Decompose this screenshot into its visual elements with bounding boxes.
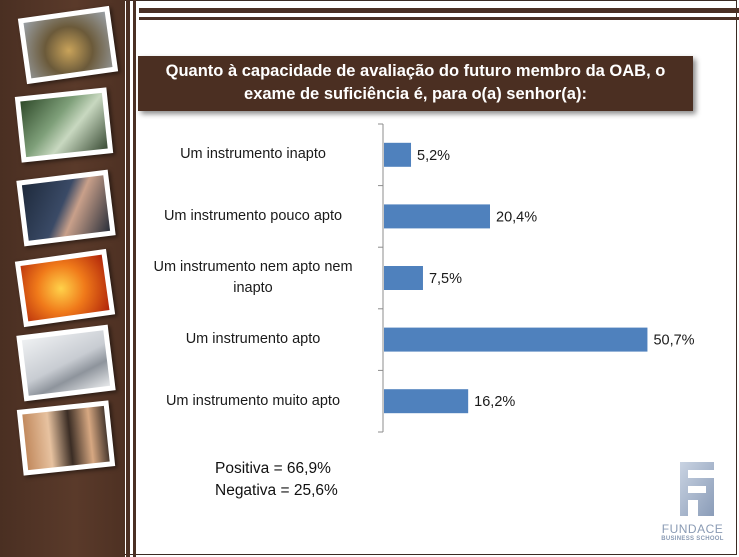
value-label: 20,4% [496, 209, 537, 225]
summary-negative: Negativa = 25,6% [215, 482, 338, 499]
category-label-line: Um instrumento muito apto [165, 392, 341, 409]
chart-title: Quanto à capacidade de avaliação do futu… [138, 56, 693, 111]
category-label: Um instrumento inapto [133, 144, 373, 165]
sidebar-stripes [125, 0, 139, 557]
bar [384, 204, 490, 229]
bar [384, 327, 648, 352]
bar [384, 142, 412, 167]
bar [384, 266, 423, 290]
category-label-line: Um instrumento nem apto nem [153, 259, 353, 275]
fundace-logo-icon [680, 462, 714, 516]
category-label: Um instrumento apto [133, 329, 373, 350]
category-label-line: Um instrumento inapto [180, 146, 326, 163]
logo-name: FUNDACE [661, 522, 724, 536]
category-label-line: Um instrumento pouco apto [163, 207, 343, 224]
value-label: 50,7% [653, 333, 694, 349]
logo-subtitle: BUSINESS SCHOOL [661, 536, 724, 542]
value-label: 16,2% [474, 394, 515, 410]
category-label: Um instrumento nem apto nem inapto [133, 257, 373, 299]
value-label: 7,5% [429, 271, 462, 287]
category-label: Um instrumento pouco apto [133, 206, 373, 227]
value-label: 5,2% [417, 148, 450, 164]
summary-positive: Positiva = 66,9% [215, 460, 331, 477]
category-label-line: inapto [233, 280, 273, 296]
bar [384, 389, 469, 414]
category-label-line: Um instrumento apto [185, 331, 321, 348]
category-label: Um instrumento muito apto [133, 391, 373, 412]
summary: Positiva = 66,9% Negativa = 25,6% [215, 458, 338, 502]
